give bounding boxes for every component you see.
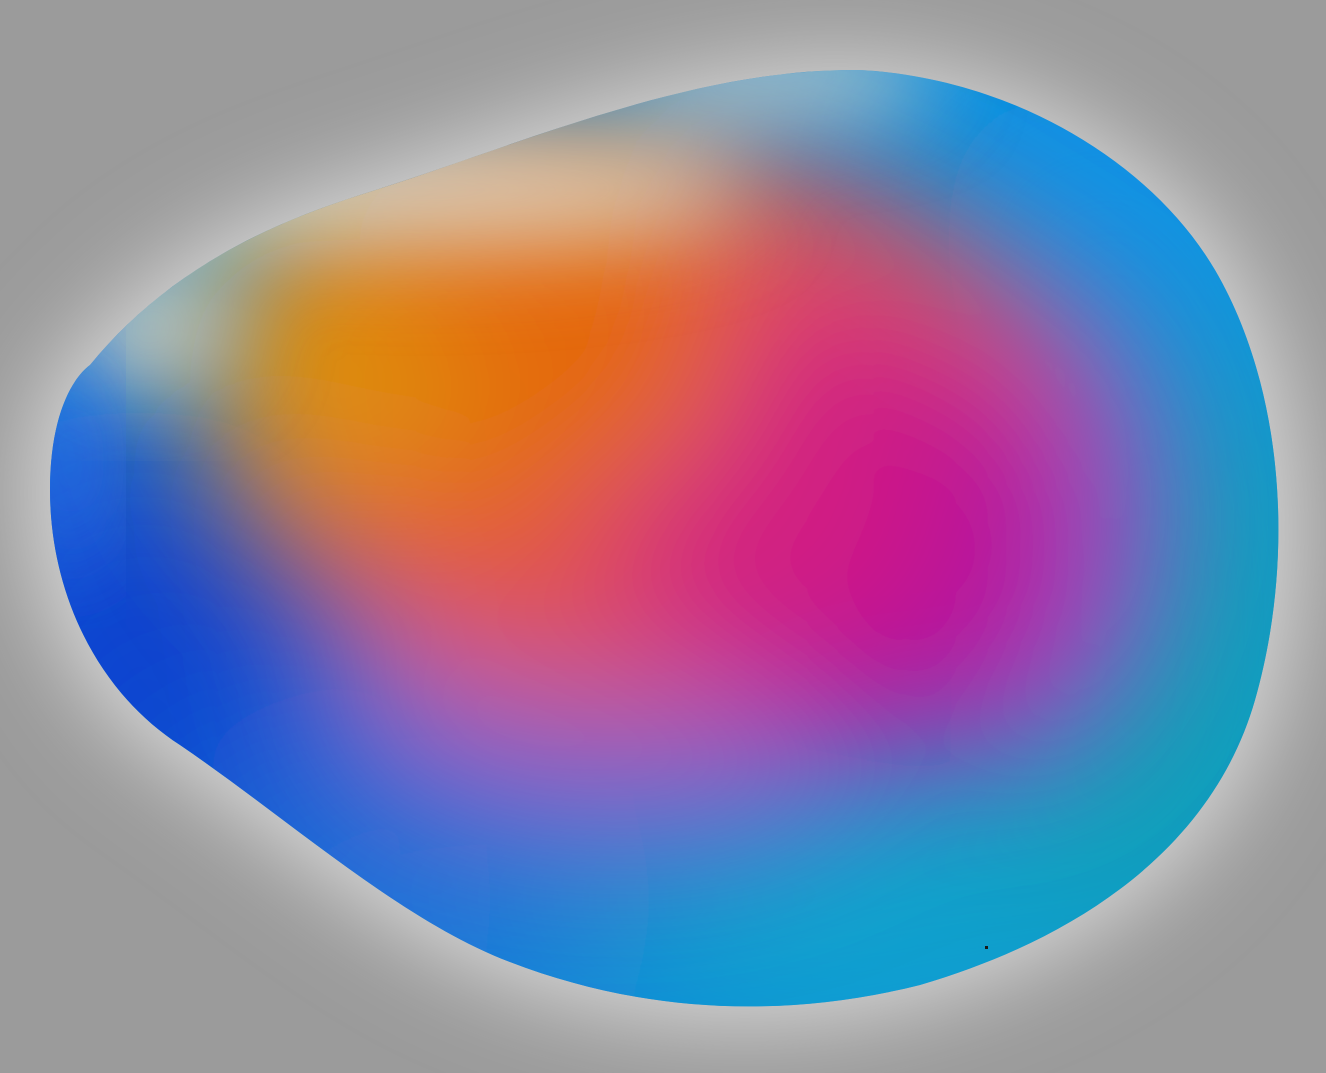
- speck: [985, 946, 988, 949]
